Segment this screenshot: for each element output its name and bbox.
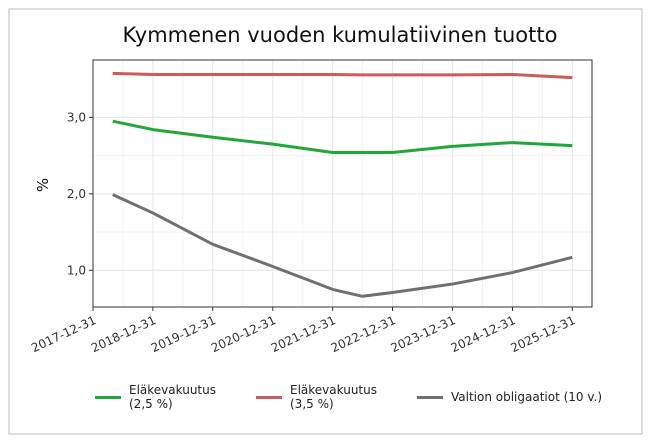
x-tick-label: 2020-12-31 <box>209 313 278 355</box>
frame <box>8 8 643 435</box>
x-tick-label: 2018-12-31 <box>89 313 158 355</box>
x-tick-label: 2023-12-31 <box>389 313 458 355</box>
plot-border <box>92 59 593 308</box>
y-tick-label: 3,0 <box>67 110 86 124</box>
legend-item: Valtion obligaatiot (10 v.) <box>417 390 602 404</box>
x-tick-label: 2025-12-31 <box>508 313 577 355</box>
line <box>112 193 573 298</box>
chart-title: Kymmenen vuoden kumulatiivinen tuotto <box>123 23 558 47</box>
legend-swatch <box>95 395 121 399</box>
x-tick-label: 2017-12-31 <box>29 313 98 355</box>
legend-swatch <box>256 395 282 399</box>
x-tick-label: 2021-12-31 <box>269 313 338 355</box>
x-tick-label: 2019-12-31 <box>149 313 218 355</box>
legend: Eläkevakuutus (2,5 %) Eläkevakuutus (3,5 … <box>95 383 602 411</box>
legend-label: Eläkevakuutus (3,5 %) <box>290 383 377 411</box>
y-axis-label: % <box>34 178 52 192</box>
line <box>112 119 573 155</box>
legend-label: Eläkevakuutus (2,5 %) <box>129 383 216 411</box>
legend-label: Valtion obligaatiot (10 v.) <box>451 390 603 404</box>
x-tick-label: 2022-12-31 <box>329 313 398 355</box>
line <box>112 71 573 80</box>
legend-item: Eläkevakuutus (2,5 %) <box>95 383 234 411</box>
y-tick-label: 2,0 <box>67 187 86 201</box>
legend-item: Eläkevakuutus (3,5 %) <box>256 383 395 411</box>
x-tick-label: 2024-12-31 <box>449 313 518 355</box>
legend-swatch <box>417 395 443 399</box>
y-tick-label: 1,0 <box>67 263 86 277</box>
